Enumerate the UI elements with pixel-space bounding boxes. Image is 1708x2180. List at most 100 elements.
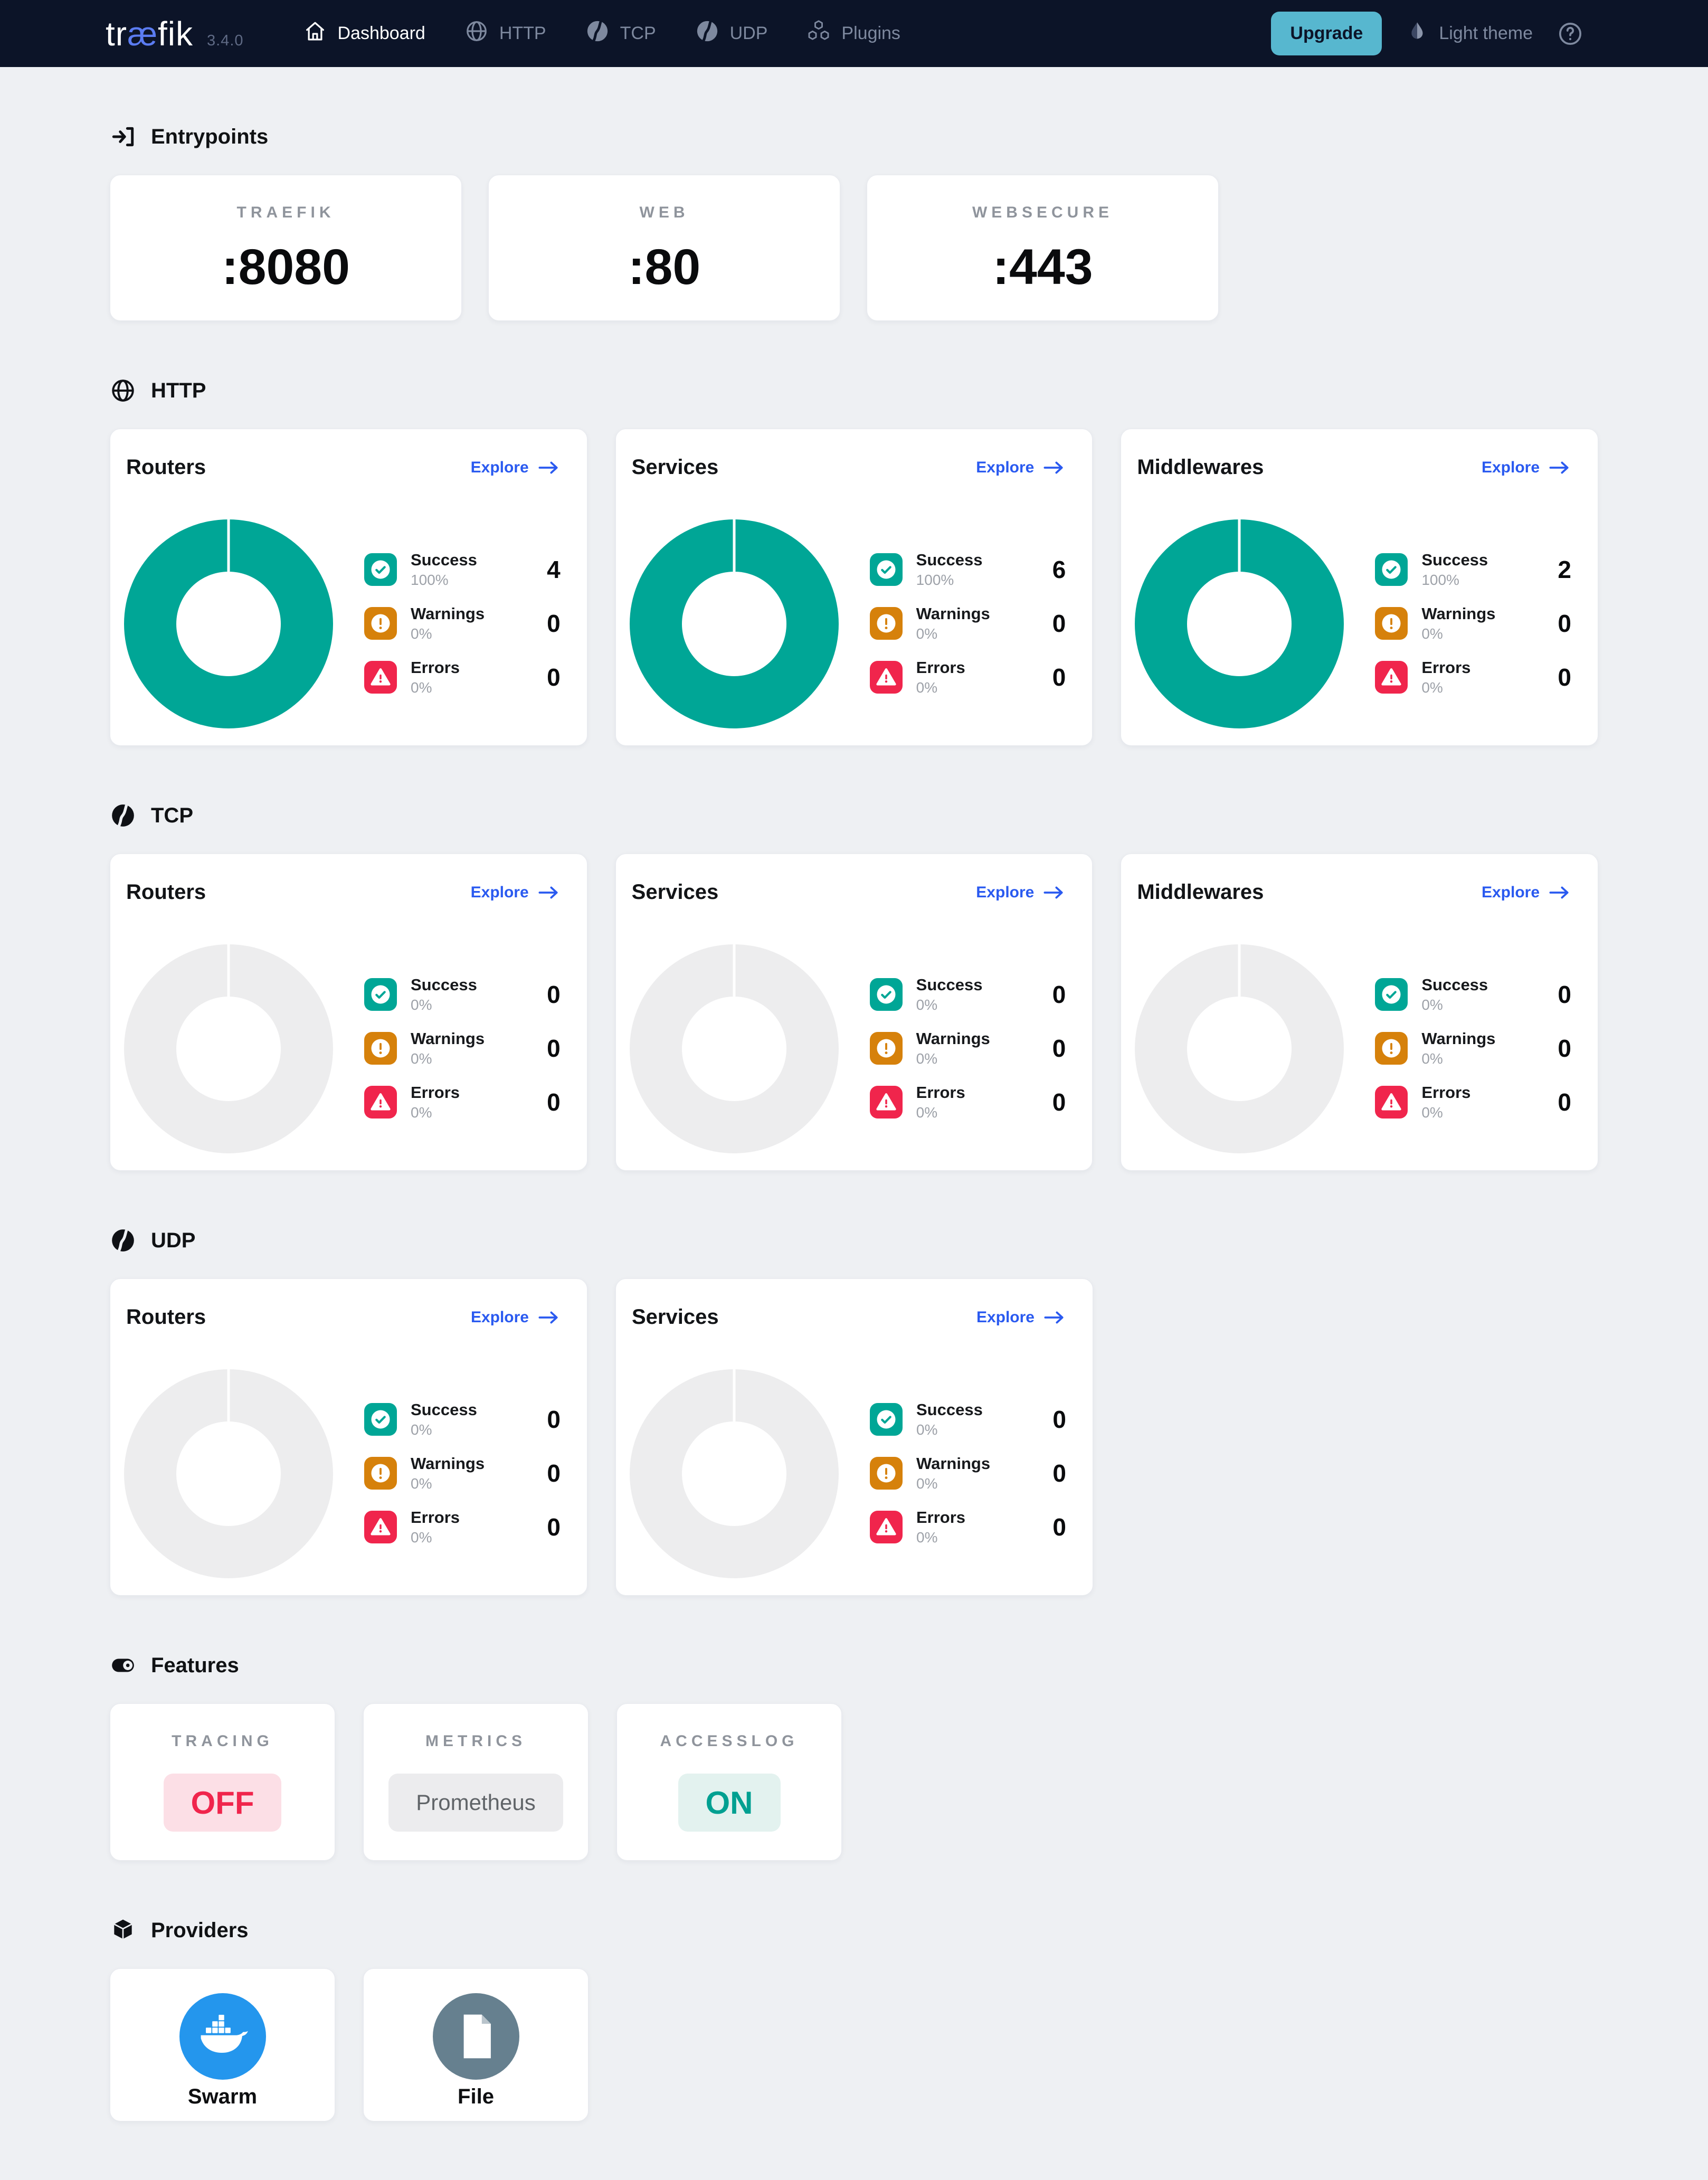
- section-features: Features: [110, 1651, 1598, 1680]
- help-icon[interactable]: [1557, 21, 1583, 47]
- warning-icon: [364, 1032, 397, 1065]
- warning-icon: [364, 607, 397, 640]
- donut-chart: [124, 944, 333, 1153]
- explore-link[interactable]: Explore: [471, 1309, 561, 1326]
- entrypoint-port: :80: [628, 239, 701, 295]
- success-icon: [364, 553, 397, 586]
- tab-udp[interactable]: UDP: [695, 19, 767, 48]
- error-icon: [869, 1086, 903, 1119]
- donut-chart: [124, 519, 333, 728]
- main-nav: Dashboard HTTP TCP UDP Plugins: [303, 19, 900, 48]
- error-icon: [364, 1511, 397, 1543]
- card-title: Services: [631, 456, 719, 479]
- section-tcp: TCP: [110, 801, 1598, 830]
- section-http: HTTP: [110, 376, 1598, 405]
- providers-row: Swarm File: [110, 1968, 1598, 2121]
- entrypoints-icon: [112, 127, 134, 147]
- success-icon: [870, 1403, 903, 1436]
- entrypoint-card-websecure: WEBSECURE :443: [867, 175, 1219, 321]
- explore-link[interactable]: Explore: [976, 459, 1066, 477]
- warning-icon: [870, 1457, 903, 1490]
- success-icon: [869, 553, 903, 586]
- error-icon: [364, 661, 397, 694]
- stat-success: Success 100% 2: [1375, 551, 1571, 588]
- explore-link[interactable]: Explore: [1482, 459, 1571, 477]
- dashboard-content: Entrypoints TRAEFIK :8080 WEB :80 WEBSEC…: [0, 122, 1708, 2179]
- stat-warnings: Warnings 0% 0: [1375, 1029, 1571, 1067]
- tcp-middlewares-card: Middlewares Explore Success 0% 0 Warnings…: [1121, 854, 1599, 1171]
- stats: Success 100% 6 Warnings 0% 0 Errors 0% 0: [869, 551, 1066, 696]
- stat-success: Success 0% 0: [1375, 975, 1571, 1013]
- box-icon: [113, 1919, 132, 1939]
- stat-errors: Errors 0% 0: [869, 658, 1066, 696]
- explore-link[interactable]: Explore: [976, 884, 1066, 902]
- stats: Success 0% 0 Warnings 0% 0 Errors 0% 0: [364, 1400, 561, 1546]
- stat-warnings: Warnings 0% 0: [869, 604, 1066, 642]
- success-icon: [1375, 553, 1408, 586]
- error-icon: [364, 1086, 397, 1119]
- tab-http[interactable]: HTTP: [464, 19, 546, 48]
- stat-errors: Errors 0% 0: [1375, 658, 1571, 696]
- toggle-icon: [112, 1658, 134, 1672]
- udp-row: Routers Explore Success 0% 0 Warnings 0% 0…: [110, 1278, 1598, 1596]
- file-icon: [432, 1993, 519, 2080]
- arrow-right-icon: [538, 461, 558, 473]
- feature-status-badge: ON: [678, 1774, 781, 1832]
- tab-tcp[interactable]: TCP: [585, 19, 656, 48]
- card-title: Middlewares: [1137, 880, 1264, 904]
- feature-status-badge: Prometheus: [388, 1774, 563, 1832]
- arrow-right-icon: [1044, 1311, 1064, 1323]
- globe-icon: [464, 19, 489, 48]
- stat-success: Success 0% 0: [364, 975, 561, 1013]
- cubes-icon: [806, 19, 831, 48]
- explore-link[interactable]: Explore: [471, 884, 561, 902]
- stat-warnings: Warnings 0% 0: [364, 1454, 561, 1492]
- warning-icon: [1375, 607, 1408, 640]
- contrast-droplet-icon: [1406, 20, 1428, 47]
- http-middlewares-card: Middlewares Explore Success 100% 2 Warnin…: [1121, 429, 1599, 746]
- globe-icon: [112, 380, 134, 402]
- stat-warnings: Warnings 0% 0: [364, 1029, 561, 1067]
- section-title: Providers: [151, 1918, 249, 1942]
- arrow-right-icon: [538, 886, 558, 898]
- feature-card-accesslog: ACCESSLOG ON: [616, 1703, 842, 1861]
- entrypoint-card-traefik: TRAEFIK :8080: [110, 175, 462, 321]
- entrypoint-port: :443: [992, 239, 1093, 295]
- error-icon: [1375, 661, 1408, 694]
- section-entrypoints: Entrypoints: [110, 122, 1598, 151]
- features-row: TRACING OFF METRICS Prometheus ACCESSLOG…: [110, 1703, 1598, 1861]
- stat-success: Success 100% 6: [869, 551, 1066, 588]
- section-title: Entrypoints: [151, 125, 269, 148]
- tab-dashboard[interactable]: Dashboard: [303, 19, 425, 48]
- explore-link[interactable]: Explore: [976, 1309, 1066, 1326]
- card-title: Routers: [126, 456, 206, 479]
- theme-toggle[interactable]: Light theme: [1406, 20, 1533, 47]
- error-icon: [1375, 1086, 1408, 1119]
- tcp-services-card: Services Explore Success 0% 0 Warnings 0% …: [615, 854, 1093, 1171]
- stats: Success 100% 4 Warnings 0% 0 Errors 0% 0: [364, 551, 561, 696]
- udp-routers-card: Routers Explore Success 0% 0 Warnings 0% 0…: [110, 1278, 587, 1596]
- udp-icon: [112, 1229, 134, 1252]
- stat-success: Success 0% 0: [364, 1400, 561, 1438]
- section-title: UDP: [151, 1228, 196, 1252]
- section-title: Features: [151, 1653, 239, 1677]
- warning-icon: [869, 1032, 903, 1065]
- explore-link[interactable]: Explore: [471, 459, 561, 477]
- card-title: Routers: [126, 880, 206, 904]
- stats: Success 0% 0 Warnings 0% 0 Errors 0% 0: [364, 975, 561, 1121]
- tab-plugins[interactable]: Plugins: [806, 19, 900, 48]
- stat-errors: Errors 0% 0: [1375, 1083, 1571, 1121]
- traefik-logo[interactable]: træfik 3.4.0: [106, 14, 244, 53]
- upgrade-button[interactable]: Upgrade: [1271, 12, 1382, 55]
- navbar-right: Upgrade Light theme: [1271, 12, 1583, 55]
- feature-card-metrics: METRICS Prometheus: [363, 1703, 589, 1861]
- stat-errors: Errors 0% 0: [364, 1083, 561, 1121]
- explore-link[interactable]: Explore: [1482, 884, 1571, 902]
- stats: Success 0% 0 Warnings 0% 0 Errors 0% 0: [869, 975, 1066, 1121]
- stat-warnings: Warnings 0% 0: [1375, 604, 1571, 642]
- card-title: Services: [631, 880, 719, 904]
- warning-icon: [1375, 1032, 1408, 1065]
- donut-chart: [629, 944, 839, 1153]
- stat-warnings: Warnings 0% 0: [870, 1454, 1066, 1492]
- stats: Success 0% 0 Warnings 0% 0 Errors 0% 0: [1375, 975, 1571, 1121]
